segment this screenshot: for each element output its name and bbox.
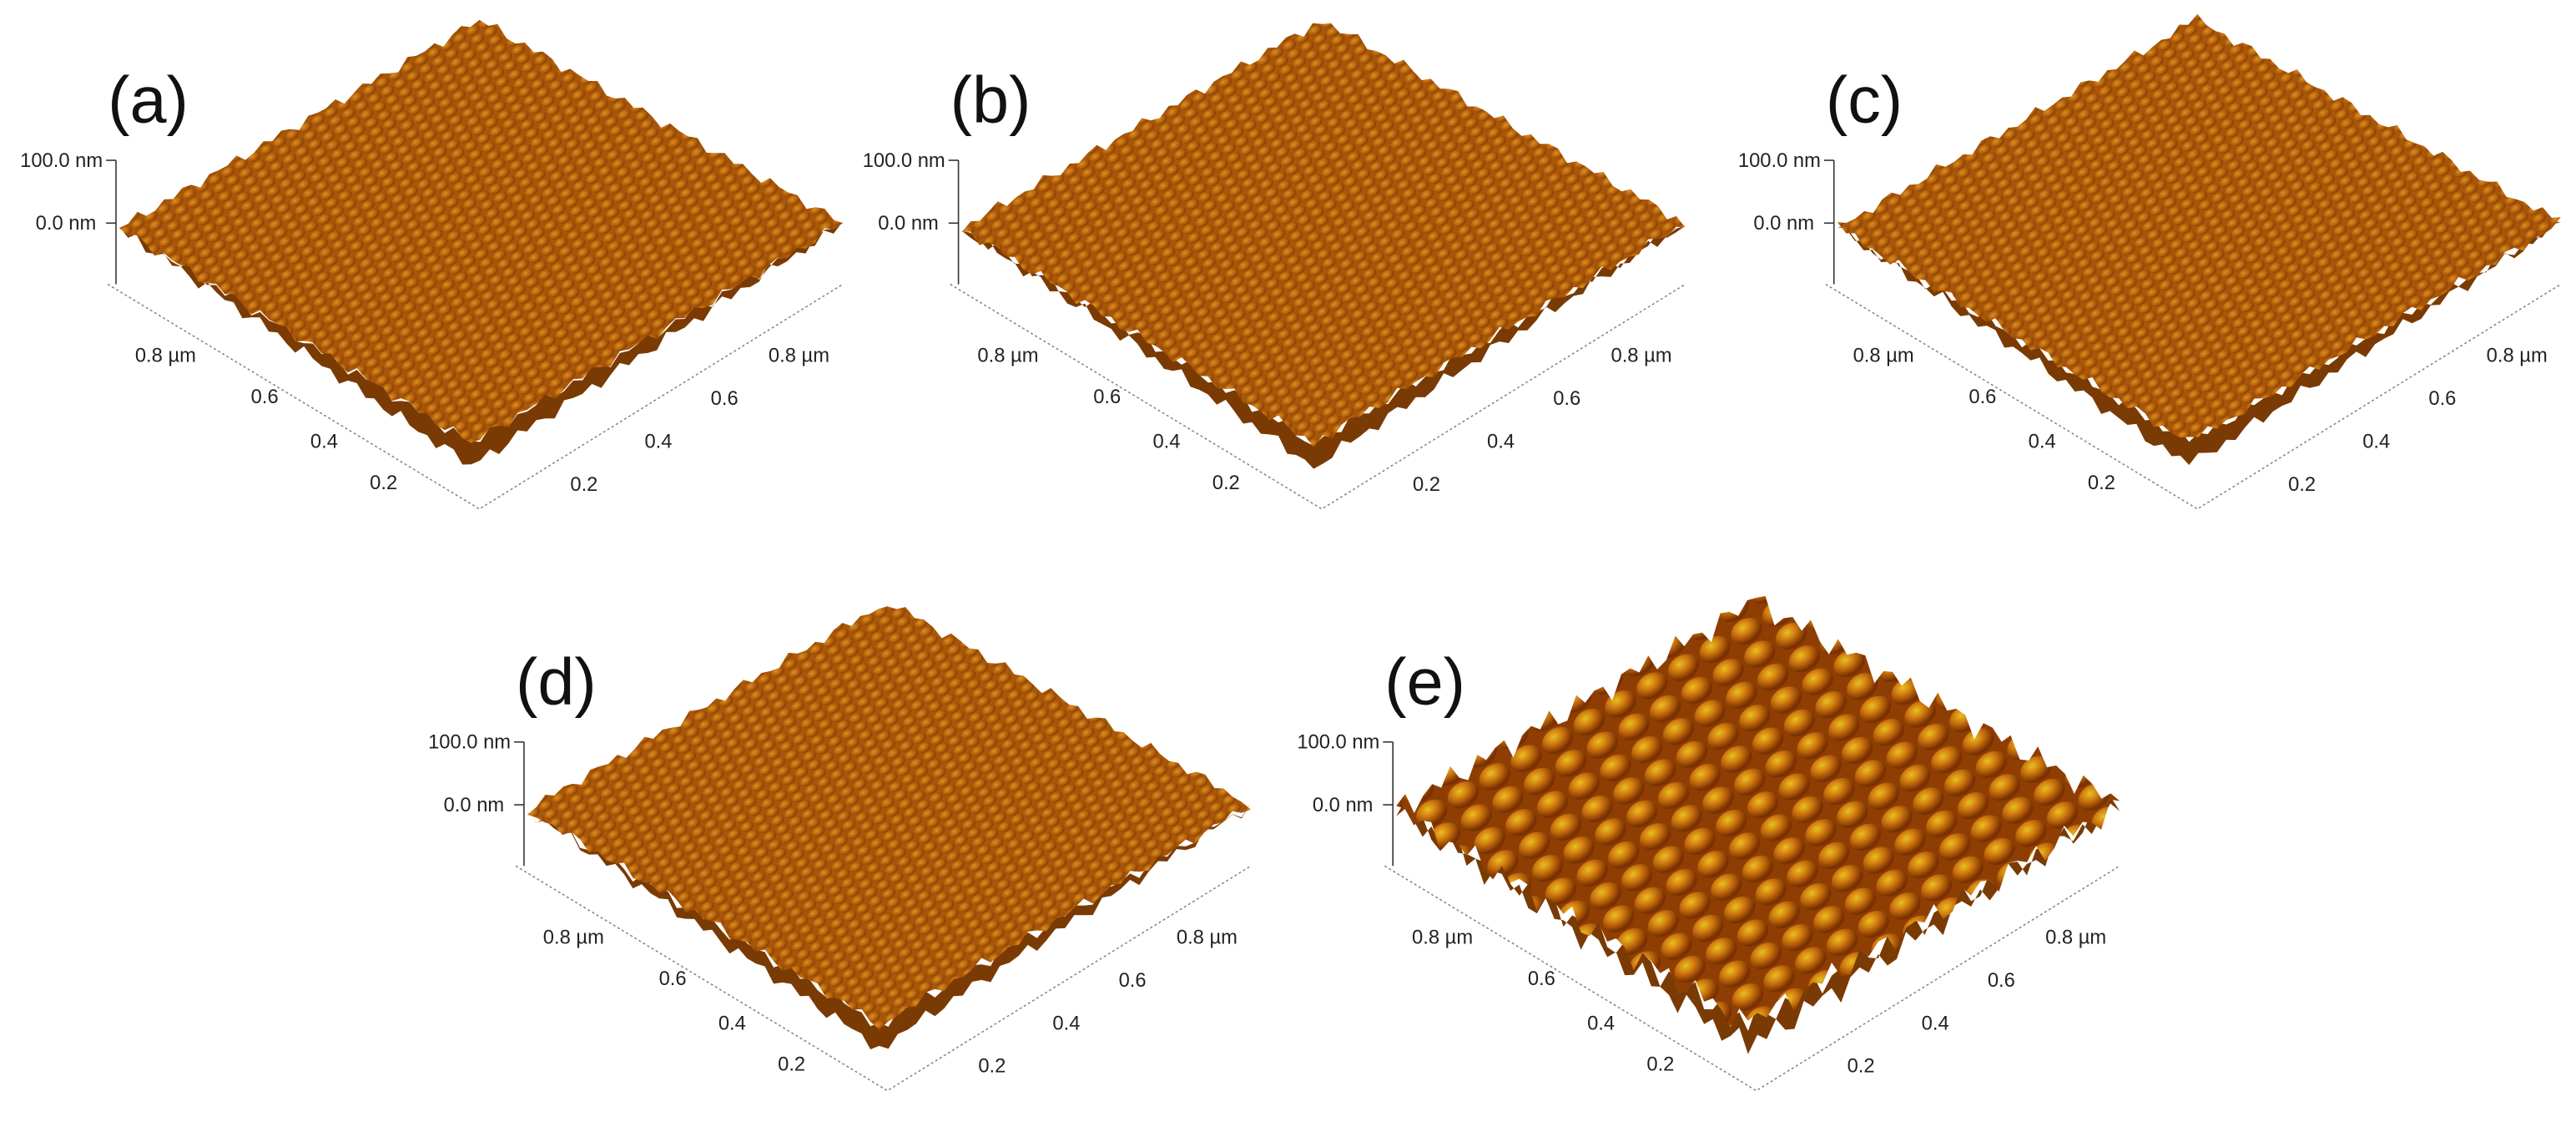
y-tick-label: 0.6 <box>2428 387 2456 410</box>
y-tick-label: 0.6 <box>711 387 739 410</box>
afm-panel: (e)100.0 nm 0.0 nm 0.8 µm 0.6 0.4 0.2 0.8 µm 0.… <box>1297 596 2120 1092</box>
afm-surface <box>1837 13 2561 438</box>
z-tick-label: 0.0 nm <box>1313 794 1374 816</box>
afm-panel: (a)100.0 nm 0.0 nm 0.8 µm 0.6 0.4 0.2 0.8 µm 0.… <box>20 19 844 510</box>
afm-surface <box>527 606 1251 1030</box>
y-tick-label: 0.4 <box>1052 1012 1080 1034</box>
x-tick-label: 0.4 <box>310 430 338 452</box>
x-tick-label: 0.2 <box>778 1054 805 1076</box>
y-tick-label: 0.2 <box>2288 473 2316 496</box>
y-tick-label: 0.8 µm <box>769 345 829 367</box>
x-tick-label: 0.6 <box>659 968 687 990</box>
z-tick-label: 0.0 nm <box>36 212 97 235</box>
z-tick-label: 100.0 nm <box>863 149 945 172</box>
z-tick-label: 100.0 nm <box>1738 149 1821 172</box>
base-axis <box>1384 865 2120 1092</box>
x-tick-label: 0.2 <box>1212 472 1240 494</box>
z-tick-label: 100.0 nm <box>428 731 511 754</box>
x-tick-label: 0.4 <box>1152 430 1180 452</box>
y-tick-label: 0.8 µm <box>1177 926 1238 948</box>
afm-surface <box>1396 596 2120 1028</box>
y-tick-label: 0.8 µm <box>2487 345 2548 367</box>
x-tick-label: 0.4 <box>718 1012 746 1034</box>
y-tick-label: 0.4 <box>1922 1012 1949 1034</box>
x-tick-label: 0.8 µm <box>135 345 196 367</box>
x-tick-label: 0.2 <box>1646 1054 1674 1076</box>
y-tick-label: 0.6 <box>1553 387 1580 410</box>
afm-surface <box>118 19 844 443</box>
y-tick-label: 0.4 <box>644 430 672 452</box>
x-tick-label: 0.4 <box>1587 1012 1615 1034</box>
y-tick-label: 0.6 <box>1119 969 1147 992</box>
y-tick-label: 0.2 <box>1848 1055 1875 1078</box>
y-tick-label: 0.4 <box>1487 430 1515 452</box>
x-tick-label: 0.8 µm <box>1412 926 1473 948</box>
base-axis <box>515 865 1252 1092</box>
x-tick-label: 0.6 <box>1093 386 1121 408</box>
x-tick-label: 0.2 <box>2088 472 2115 494</box>
y-tick-label: 0.6 <box>1988 969 2015 992</box>
x-tick-label: 0.8 µm <box>1853 345 1914 367</box>
x-tick-label: 0.8 µm <box>977 345 1038 367</box>
base-axis <box>107 283 844 510</box>
afm-panel: (c)100.0 nm 0.0 nm 0.8 µm 0.6 0.4 0.2 0.8 µm 0.… <box>1738 13 2562 510</box>
y-tick-label: 0.2 <box>1413 473 1440 496</box>
panel-label: (d) <box>516 644 597 718</box>
afm-panel: (b)100.0 nm 0.0 nm 0.8 µm 0.6 0.4 0.2 0.8 µm 0.… <box>863 23 1686 510</box>
x-tick-label: 0.6 <box>251 386 279 408</box>
afm-surface <box>961 23 1686 447</box>
x-tick-label: 0.6 <box>1528 968 1555 990</box>
z-tick-label: 0.0 nm <box>444 794 505 816</box>
y-tick-label: 0.8 µm <box>1611 345 1672 367</box>
panel-label: (a) <box>108 62 189 136</box>
z-tick-label: 0.0 nm <box>878 212 939 235</box>
base-axis <box>1825 283 2562 510</box>
x-tick-label: 0.8 µm <box>543 926 604 948</box>
y-tick-label: 0.2 <box>978 1055 1006 1078</box>
z-tick-label: 100.0 nm <box>20 149 103 172</box>
z-tick-label: 100.0 nm <box>1297 731 1379 754</box>
y-tick-label: 0.8 µm <box>2045 926 2106 948</box>
x-tick-label: 0.4 <box>2029 430 2056 452</box>
z-tick-label: 0.0 nm <box>1753 212 1814 235</box>
x-tick-label: 0.6 <box>1969 386 1996 408</box>
x-tick-label: 0.2 <box>370 472 397 494</box>
y-tick-label: 0.2 <box>570 473 597 496</box>
afm-panel: (d)100.0 nm 0.0 nm 0.8 µm 0.6 0.4 0.2 0.8 µm 0.… <box>428 606 1252 1092</box>
base-axis <box>950 283 1686 510</box>
panel-label: (c) <box>1826 62 1903 136</box>
panel-label: (e) <box>1384 644 1465 718</box>
y-tick-label: 0.4 <box>2362 430 2390 452</box>
panel-label: (b) <box>950 62 1031 136</box>
